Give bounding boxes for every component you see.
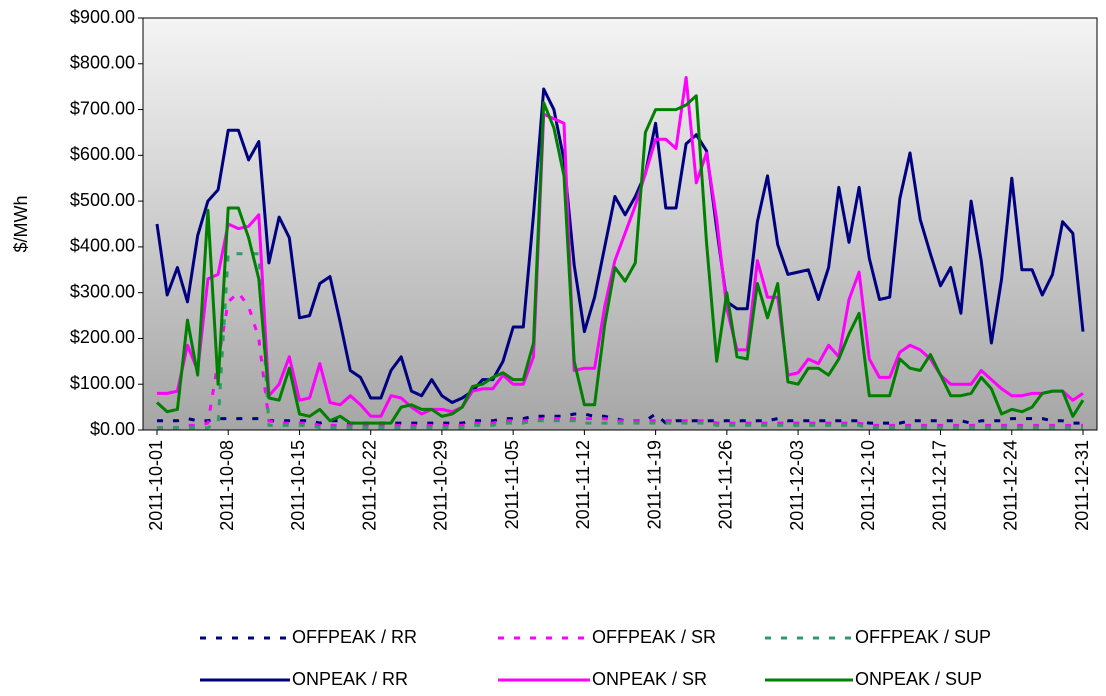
x-tick-label: 2011-10-01 xyxy=(146,440,166,531)
plot-area xyxy=(142,17,1098,431)
series-line xyxy=(157,252,1083,430)
y-tick-label: $100.00 xyxy=(70,373,135,393)
x-tick-label: 2011-12-10 xyxy=(858,440,878,531)
y-tick-label: $200.00 xyxy=(70,327,135,347)
y-tick-label: $900.00 xyxy=(70,7,135,27)
x-tick-label: 2011-11-05 xyxy=(502,440,522,529)
x-tick-label: 2011-12-24 xyxy=(1001,440,1021,531)
x-tick-label: 2011-12-17 xyxy=(929,440,949,531)
legend-label: OFFPEAK / SUP xyxy=(855,627,991,647)
legend-label: ONPEAK / SUP xyxy=(855,669,982,689)
x-tick-label: 2011-12-31 xyxy=(1072,440,1092,531)
y-tick-label: $0.00 xyxy=(90,419,135,439)
series-line xyxy=(157,291,1083,430)
x-tick-label: 2011-10-08 xyxy=(217,440,237,531)
x-tick-label: 2011-11-12 xyxy=(573,440,593,529)
y-tick-label: $500.00 xyxy=(70,190,135,210)
legend-label: OFFPEAK / SR xyxy=(592,627,716,647)
legend-label: ONPEAK / RR xyxy=(292,669,408,689)
x-tick-label: 2011-10-29 xyxy=(431,440,451,531)
legend-label: ONPEAK / SR xyxy=(592,669,707,689)
y-tick-label: $800.00 xyxy=(70,53,135,73)
y-tick-label: $300.00 xyxy=(70,281,135,301)
series-line xyxy=(155,87,1085,404)
x-tick-label: 2011-11-26 xyxy=(716,440,736,529)
y-axis-label: $/MWh xyxy=(11,195,31,252)
legend-label: OFFPEAK / RR xyxy=(292,627,417,647)
series-line xyxy=(155,94,1085,425)
y-tick-label: $700.00 xyxy=(70,98,135,118)
x-tick-label: 2011-10-15 xyxy=(288,440,308,531)
x-tick-label: 2011-12-03 xyxy=(787,440,807,531)
x-tick-label: 2011-10-22 xyxy=(359,440,379,531)
y-tick-label: $400.00 xyxy=(70,236,135,256)
x-tick-label: 2011-11-19 xyxy=(644,440,664,529)
y-tick-label: $600.00 xyxy=(70,144,135,164)
